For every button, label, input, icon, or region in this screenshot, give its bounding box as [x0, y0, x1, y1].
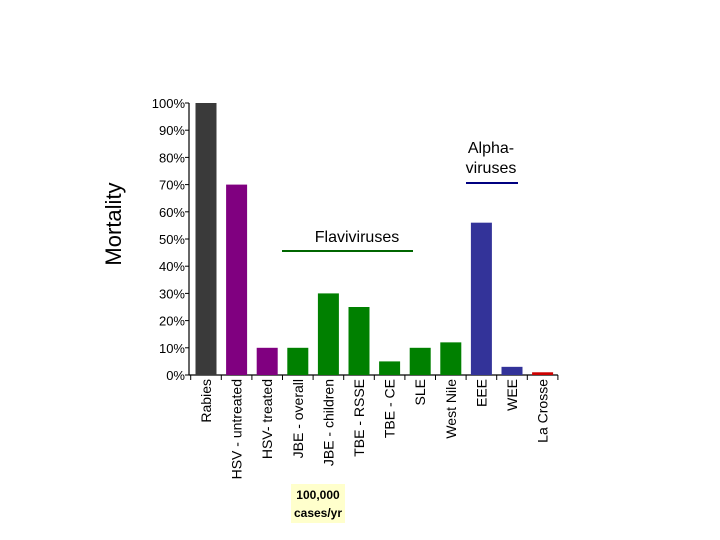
x-axis: [189, 374, 559, 380]
category-label: WEE: [504, 379, 520, 411]
y-tick-label: 30%: [159, 286, 185, 301]
category-label: Rabies: [198, 379, 214, 423]
bar: [226, 184, 248, 375]
bar: [195, 103, 217, 375]
category-label: TBE - RSSE: [351, 379, 367, 457]
bar: [287, 347, 309, 375]
y-tick-label: 60%: [159, 205, 185, 220]
bar: [379, 361, 401, 375]
category-label: HSV- treated: [259, 379, 275, 459]
cases-note: 100,000 cases/yr: [291, 484, 345, 523]
bar: [256, 347, 278, 375]
category-labels: Rabies HSV - untreated HSV- treated JBE - o…: [198, 379, 551, 480]
category-label: TBE - CE: [382, 379, 398, 438]
y-axis-title: Mortality: [101, 182, 126, 265]
cases-note-line1: 100,000: [296, 488, 340, 502]
bars: [195, 103, 554, 375]
category-label: JBE - children: [320, 379, 336, 466]
category-label: La Crosse: [535, 379, 551, 443]
bar: [317, 293, 339, 375]
flavivirus-annotation: Flaviviruses: [282, 229, 413, 252]
alphavirus-annotation-line1: Alpha-: [468, 140, 514, 157]
y-tick-label: 0%: [166, 368, 185, 383]
alphavirus-annotation-line2: viruses: [466, 160, 517, 177]
y-tick-label: 80%: [159, 150, 185, 165]
cases-note-line2: cases/yr: [293, 506, 343, 520]
y-axis: 0% 10% 20% 30% 40% 50% 60% 70% 80% 90% 100%: [152, 96, 190, 383]
bar: [409, 347, 431, 375]
alphavirus-annotation: Alpha- viruses: [466, 140, 518, 184]
y-tick-label: 40%: [159, 259, 185, 274]
category-label: EEE: [473, 379, 489, 407]
category-label: HSV - untreated: [229, 379, 245, 479]
y-tick-label: 70%: [159, 178, 185, 193]
bar: [501, 366, 523, 375]
y-tick-label: 50%: [159, 232, 185, 247]
category-label: West Nile: [443, 379, 459, 439]
y-tick-label: 20%: [159, 314, 185, 329]
bar: [532, 372, 554, 375]
y-tick-label: 100%: [152, 96, 186, 111]
flavivirus-annotation-label: Flaviviruses: [315, 229, 399, 246]
bar: [440, 342, 462, 375]
bar: [348, 307, 370, 375]
y-tick-label: 10%: [159, 341, 185, 356]
category-label: JBE - overall: [290, 379, 306, 458]
category-label: SLE: [412, 379, 428, 405]
y-tick-label: 90%: [159, 123, 185, 138]
bar: [470, 222, 492, 375]
